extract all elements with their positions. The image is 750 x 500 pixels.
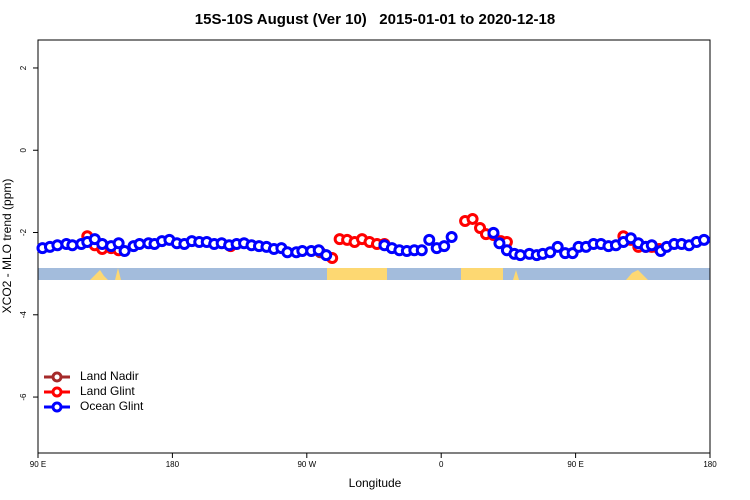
point [423, 233, 436, 246]
point [112, 237, 125, 250]
point [551, 240, 564, 253]
point [698, 233, 711, 246]
series [36, 226, 711, 262]
legend-marker [51, 386, 63, 398]
point [415, 244, 428, 257]
land-strip [513, 270, 519, 280]
chart-title: 15S-10S August (Ver 10) 2015-01-01 to 20… [195, 11, 555, 28]
y-tick-label: 0 [19, 147, 28, 152]
y-tick-label: -2 [19, 228, 28, 236]
legend-marker [51, 371, 63, 383]
x-tick-label: 90 E [30, 460, 46, 469]
point [445, 231, 458, 244]
x-tick-label: 90 E [567, 460, 583, 469]
y-axis-label: XCO2 - MLO trend (ppm) [0, 179, 14, 314]
point [493, 237, 506, 250]
x-tick-label: 90 W [297, 460, 316, 469]
y-tick-label: -6 [19, 393, 28, 401]
legend-label: Ocean Glint [80, 399, 144, 413]
point [487, 226, 500, 239]
land-strip [461, 268, 503, 280]
point [544, 246, 557, 259]
point [320, 249, 333, 262]
surface-strip [38, 268, 710, 280]
point [118, 245, 131, 258]
x-tick-label: 0 [439, 460, 444, 469]
land-strip [626, 270, 648, 280]
legend-label: Land Glint [80, 384, 135, 398]
point [438, 240, 451, 253]
land-strip [90, 270, 108, 280]
x-tick-label: 180 [166, 460, 180, 469]
y-tick-label: -4 [19, 311, 28, 319]
point [466, 212, 479, 225]
y-tick-label: 2 [19, 65, 28, 70]
x-tick-label: 180 [703, 460, 717, 469]
legend-label: Land Nadir [80, 369, 139, 383]
x-axis-label: Longitude [349, 476, 402, 490]
point [645, 239, 658, 252]
land-strip [327, 268, 387, 280]
legend-marker [51, 401, 63, 413]
land-strip [115, 268, 121, 280]
